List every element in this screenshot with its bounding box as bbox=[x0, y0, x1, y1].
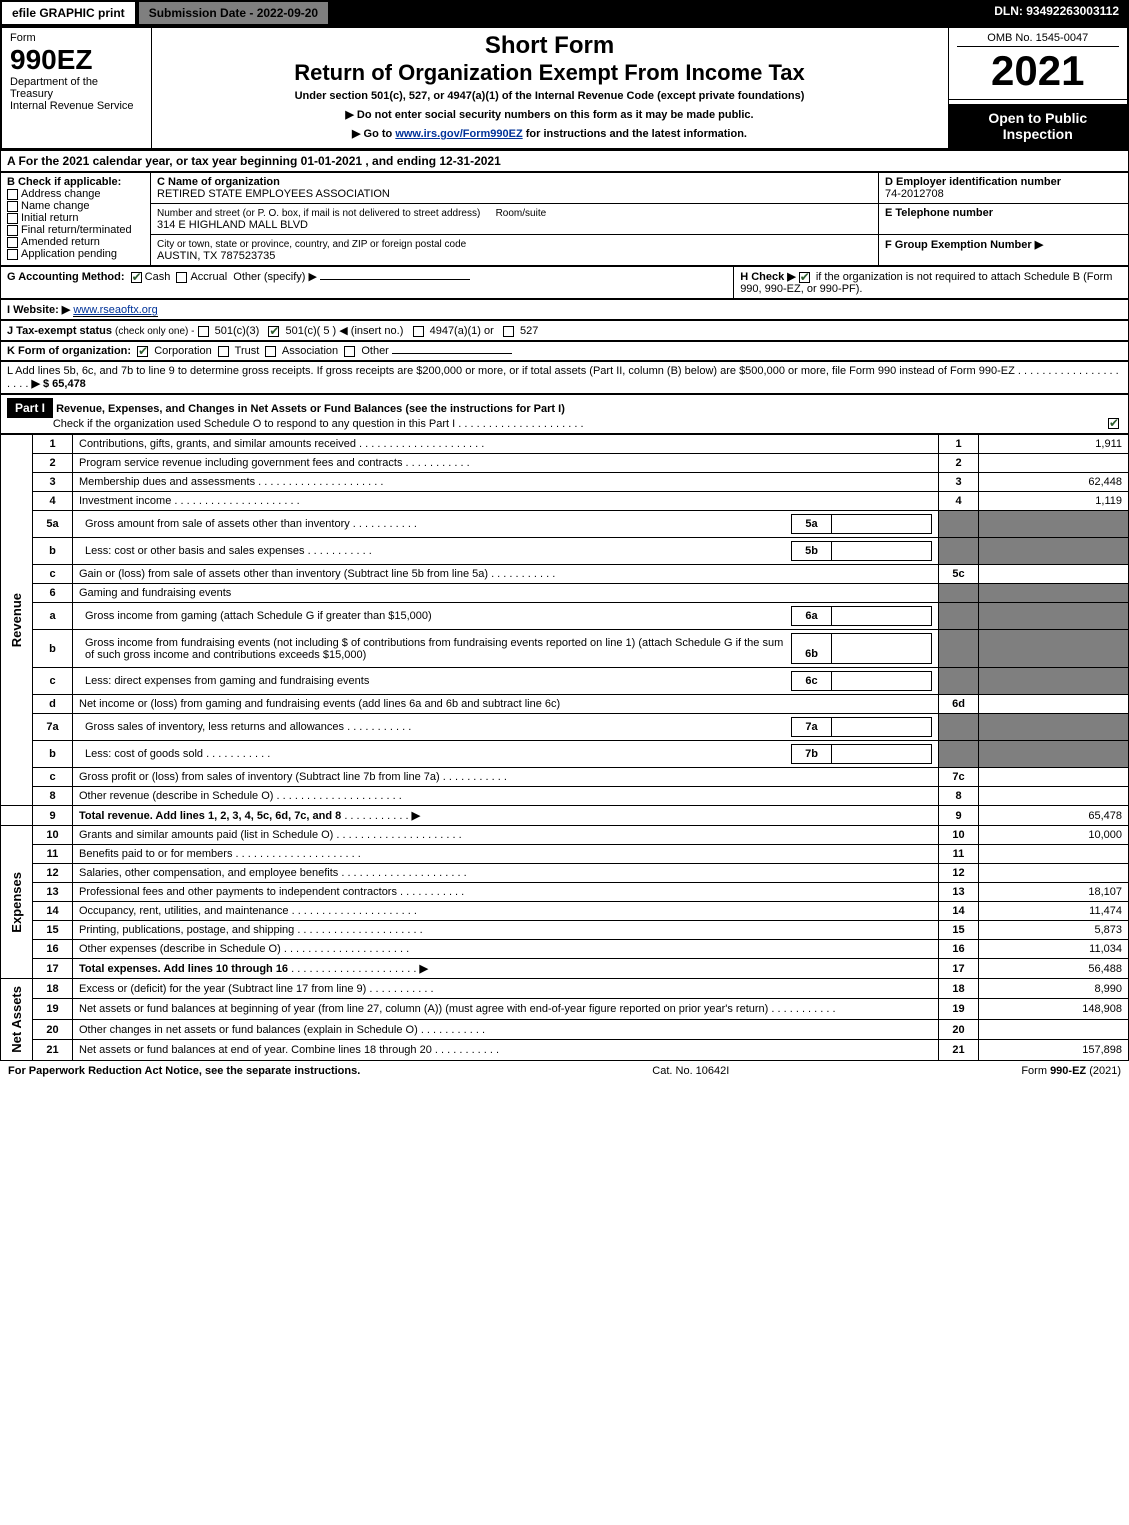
f-label: F Group Exemption Number ▶ bbox=[885, 238, 1122, 251]
page-footer: For Paperwork Reduction Act Notice, see … bbox=[0, 1061, 1129, 1081]
tax-year: 2021 bbox=[957, 47, 1120, 95]
room-label: Room/suite bbox=[496, 208, 547, 219]
g-cash-checkbox[interactable] bbox=[131, 272, 142, 283]
b-opt-pending[interactable]: Application pending bbox=[7, 248, 144, 260]
line-19-value: 148,908 bbox=[979, 999, 1129, 1019]
b-opt-name[interactable]: Name change bbox=[7, 200, 144, 212]
efile-label[interactable]: efile GRAPHIC print bbox=[0, 0, 137, 26]
city-value: AUSTIN, TX 787523735 bbox=[157, 250, 275, 262]
form-label: Form bbox=[10, 32, 143, 44]
line-16-value: 11,034 bbox=[979, 940, 1129, 959]
info-grid: B Check if applicable: Address change Na… bbox=[0, 172, 1129, 266]
k-label: K Form of organization: bbox=[7, 345, 131, 357]
lines-table: Revenue 1 Contributions, gifts, grants, … bbox=[0, 434, 1129, 1061]
g-h-row: G Accounting Method: Cash Accrual Other … bbox=[0, 266, 1129, 299]
top-bar: efile GRAPHIC print Submission Date - 20… bbox=[0, 0, 1129, 26]
footer-right: Form 990-EZ (2021) bbox=[1021, 1065, 1121, 1077]
section-a: A For the 2021 calendar year, or tax yea… bbox=[0, 150, 1129, 172]
subtitle: Under section 501(c), 527, or 4947(a)(1)… bbox=[160, 90, 940, 102]
line-4-value: 1,119 bbox=[979, 492, 1129, 511]
line-18-value: 8,990 bbox=[979, 979, 1129, 999]
part1-title: Revenue, Expenses, and Changes in Net As… bbox=[56, 403, 565, 415]
line-13-value: 18,107 bbox=[979, 883, 1129, 902]
line-21-value: 157,898 bbox=[979, 1040, 1129, 1060]
org-name: RETIRED STATE EMPLOYEES ASSOCIATION bbox=[157, 188, 390, 200]
city-label: City or town, state or province, country… bbox=[157, 239, 466, 250]
b-opt-address[interactable]: Address change bbox=[7, 188, 144, 200]
short-form: Short Form bbox=[160, 32, 940, 60]
d-label: D Employer identification number bbox=[885, 176, 1122, 188]
form-number: 990EZ bbox=[10, 44, 143, 76]
open-to-public: Open to Public Inspection bbox=[949, 104, 1128, 148]
line-14-value: 11,474 bbox=[979, 902, 1129, 921]
return-title: Return of Organization Exempt From Incom… bbox=[160, 60, 940, 86]
line-3-value: 62,448 bbox=[979, 473, 1129, 492]
addr-label: Number and street (or P. O. box, if mail… bbox=[157, 208, 480, 219]
e-label: E Telephone number bbox=[885, 207, 1122, 219]
line-15-value: 5,873 bbox=[979, 921, 1129, 940]
submission-date: Submission Date - 2022-09-20 bbox=[137, 0, 330, 26]
b-opt-final[interactable]: Final return/terminated bbox=[7, 224, 144, 236]
form-header: Form 990EZ Department of the Treasury In… bbox=[0, 26, 1129, 150]
j-label: J Tax-exempt status bbox=[7, 325, 112, 337]
line-9-value: 65,478 bbox=[979, 806, 1129, 826]
part1-label: Part I bbox=[7, 398, 53, 418]
irs-link[interactable]: www.irs.gov/Form990EZ bbox=[395, 128, 522, 140]
h-label: H Check ▶ bbox=[740, 271, 796, 283]
ein-value: 74-2012708 bbox=[885, 188, 1122, 200]
i-label: I Website: ▶ bbox=[7, 304, 70, 316]
g-label: G Accounting Method: bbox=[7, 271, 125, 283]
l-value: ▶ $ 65,478 bbox=[31, 378, 85, 390]
expenses-vlabel: Expenses bbox=[7, 868, 26, 937]
b-label: B Check if applicable: bbox=[7, 176, 144, 188]
h-checkbox[interactable] bbox=[799, 272, 810, 283]
h-text: if the organization is not required to a… bbox=[740, 271, 1112, 295]
instruction-1: ▶ Do not enter social security numbers o… bbox=[160, 108, 940, 121]
dln: DLN: 93492263003112 bbox=[984, 0, 1129, 26]
b-opt-amended[interactable]: Amended return bbox=[7, 236, 144, 248]
l-text: L Add lines 5b, 6c, and 7b to line 9 to … bbox=[7, 365, 1015, 377]
revenue-vlabel: Revenue bbox=[7, 589, 26, 651]
line-17-value: 56,488 bbox=[979, 959, 1129, 979]
footer-left: For Paperwork Reduction Act Notice, see … bbox=[8, 1065, 360, 1077]
g-accrual-checkbox[interactable] bbox=[176, 272, 187, 283]
street-address: 314 E HIGHLAND MALL BLVD bbox=[157, 219, 308, 231]
part1-check-text: Check if the organization used Schedule … bbox=[53, 418, 455, 430]
footer-mid: Cat. No. 10642I bbox=[652, 1065, 729, 1077]
part1-checkbox[interactable] bbox=[1108, 418, 1119, 429]
dept: Department of the Treasury Internal Reve… bbox=[10, 76, 143, 112]
netassets-vlabel: Net Assets bbox=[7, 982, 26, 1057]
website-link[interactable]: www.rseaoftx.org bbox=[73, 304, 157, 317]
line-10-value: 10,000 bbox=[979, 826, 1129, 845]
c-label: C Name of organization bbox=[157, 176, 280, 188]
instruction-2: ▶ Go to www.irs.gov/Form990EZ for instru… bbox=[160, 127, 940, 140]
line-1-value: 1,911 bbox=[979, 435, 1129, 454]
omb: OMB No. 1545-0047 bbox=[957, 32, 1120, 47]
b-opt-initial[interactable]: Initial return bbox=[7, 212, 144, 224]
